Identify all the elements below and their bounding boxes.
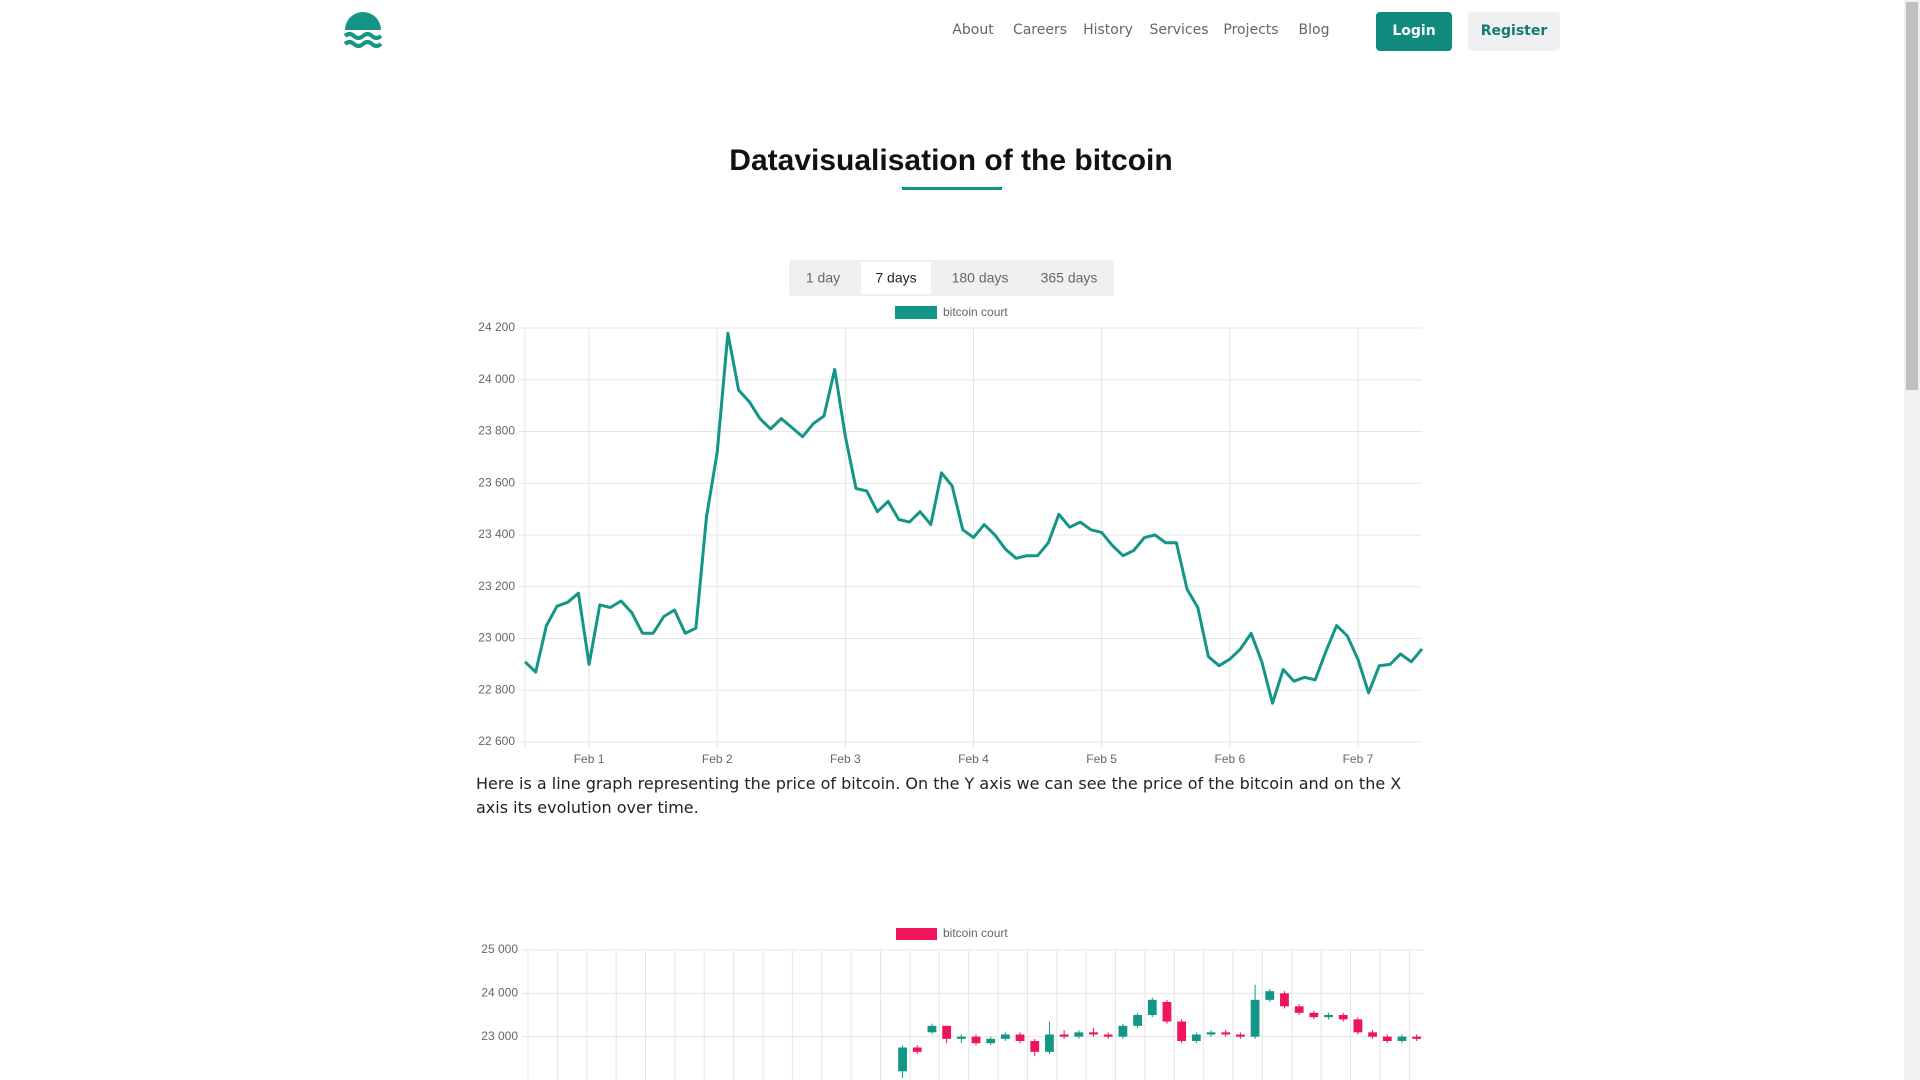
tab[interactable]: 1 day: [806, 270, 840, 286]
candle-body: [927, 1025, 937, 1033]
line-series: [523, 331, 1424, 705]
y-tick-label: 23 600: [478, 475, 515, 489]
y-tick-label: 23 000: [478, 631, 515, 645]
legend-label: bitcoin court: [943, 926, 1008, 940]
candle-body: [1309, 1012, 1319, 1018]
candle-body: [1368, 1032, 1377, 1037]
y-tick-label: 23 000: [481, 1029, 518, 1043]
candle-body: [1015, 1034, 1025, 1041]
scrollbar-thumb[interactable]: [1906, 2, 1918, 390]
tab[interactable]: 180 days: [952, 270, 1009, 286]
legend-label: bitcoin court: [943, 305, 1008, 319]
page-title: Datavisualisation of the bitcoin: [729, 144, 1172, 177]
tab[interactable]: 365 days: [1041, 270, 1098, 286]
candle-body: [1353, 1019, 1363, 1033]
candle-body: [1206, 1032, 1216, 1035]
y-tick-label: 25 000: [481, 942, 518, 956]
candle-body: [1397, 1036, 1407, 1041]
candle-body: [1030, 1041, 1040, 1052]
candle-body: [1265, 991, 1275, 1000]
candle-body: [1280, 993, 1289, 1007]
x-tick-label: Feb 5: [1086, 752, 1117, 766]
x-tick-label: Feb 3: [830, 752, 861, 766]
candle-body: [986, 1038, 996, 1044]
y-tick-label: 23 400: [478, 527, 515, 541]
candle-body: [1250, 999, 1260, 1037]
candle-body: [1147, 999, 1157, 1015]
candle-body: [1221, 1032, 1231, 1035]
tab-active-bg: [861, 262, 931, 294]
x-tick-label: Feb 6: [1214, 752, 1245, 766]
candle-body: [1235, 1034, 1245, 1037]
candle-body: [912, 1047, 922, 1052]
y-tick-label: 23 800: [478, 424, 515, 438]
candle-body: [1382, 1036, 1392, 1041]
candle-body: [1045, 1034, 1054, 1052]
x-tick-label: Feb 2: [702, 752, 733, 766]
nav-link[interactable]: History: [1083, 22, 1133, 38]
candle-body: [1294, 1006, 1304, 1013]
tab[interactable]: 7 days: [875, 270, 916, 286]
logo[interactable]: [343, 12, 383, 48]
candle-body: [1059, 1034, 1069, 1037]
nav-link[interactable]: Blog: [1298, 22, 1330, 38]
candle-body: [1191, 1034, 1201, 1041]
title-underline: [902, 187, 1002, 190]
x-tick-label: Feb 7: [1343, 752, 1374, 766]
nav-link[interactable]: About: [952, 22, 994, 38]
candle-body: [1000, 1034, 1010, 1039]
legend-swatch: [896, 928, 937, 940]
candle-body: [971, 1036, 981, 1044]
candle-body: [1118, 1025, 1128, 1037]
y-tick-label: 24 000: [478, 372, 515, 386]
candle-body: [956, 1036, 966, 1039]
candle-body: [1103, 1034, 1113, 1037]
y-tick-label: 22 600: [478, 734, 515, 748]
candle-body: [898, 1047, 907, 1072]
candle-body: [1162, 1002, 1172, 1022]
candle-body: [1324, 1015, 1333, 1018]
legend-swatch: [895, 306, 937, 319]
candle-body: [1177, 1021, 1187, 1041]
candle-body: [942, 1025, 952, 1039]
description: Here is a line graph representing the pr…: [476, 774, 1402, 817]
candle-body: [1133, 1015, 1142, 1026]
nav-link[interactable]: Services: [1149, 22, 1209, 38]
nav-link[interactable]: Careers: [1012, 22, 1068, 38]
register-button[interactable]: Register: [1468, 12, 1560, 51]
nav-link[interactable]: Projects: [1223, 22, 1279, 38]
candle-body: [1089, 1032, 1098, 1035]
x-tick-label: Feb 4: [958, 752, 989, 766]
y-tick-label: 23 200: [478, 579, 515, 593]
y-tick-label: 24 200: [478, 320, 515, 334]
y-tick-label: 22 800: [478, 682, 515, 696]
x-tick-label: Feb 1: [574, 752, 605, 766]
y-tick-label: 24 000: [481, 986, 518, 1000]
candle-body: [1338, 1015, 1348, 1020]
candle-body: [1074, 1032, 1084, 1037]
login-button[interactable]: Login: [1376, 12, 1452, 51]
candle-body: [1412, 1036, 1422, 1039]
